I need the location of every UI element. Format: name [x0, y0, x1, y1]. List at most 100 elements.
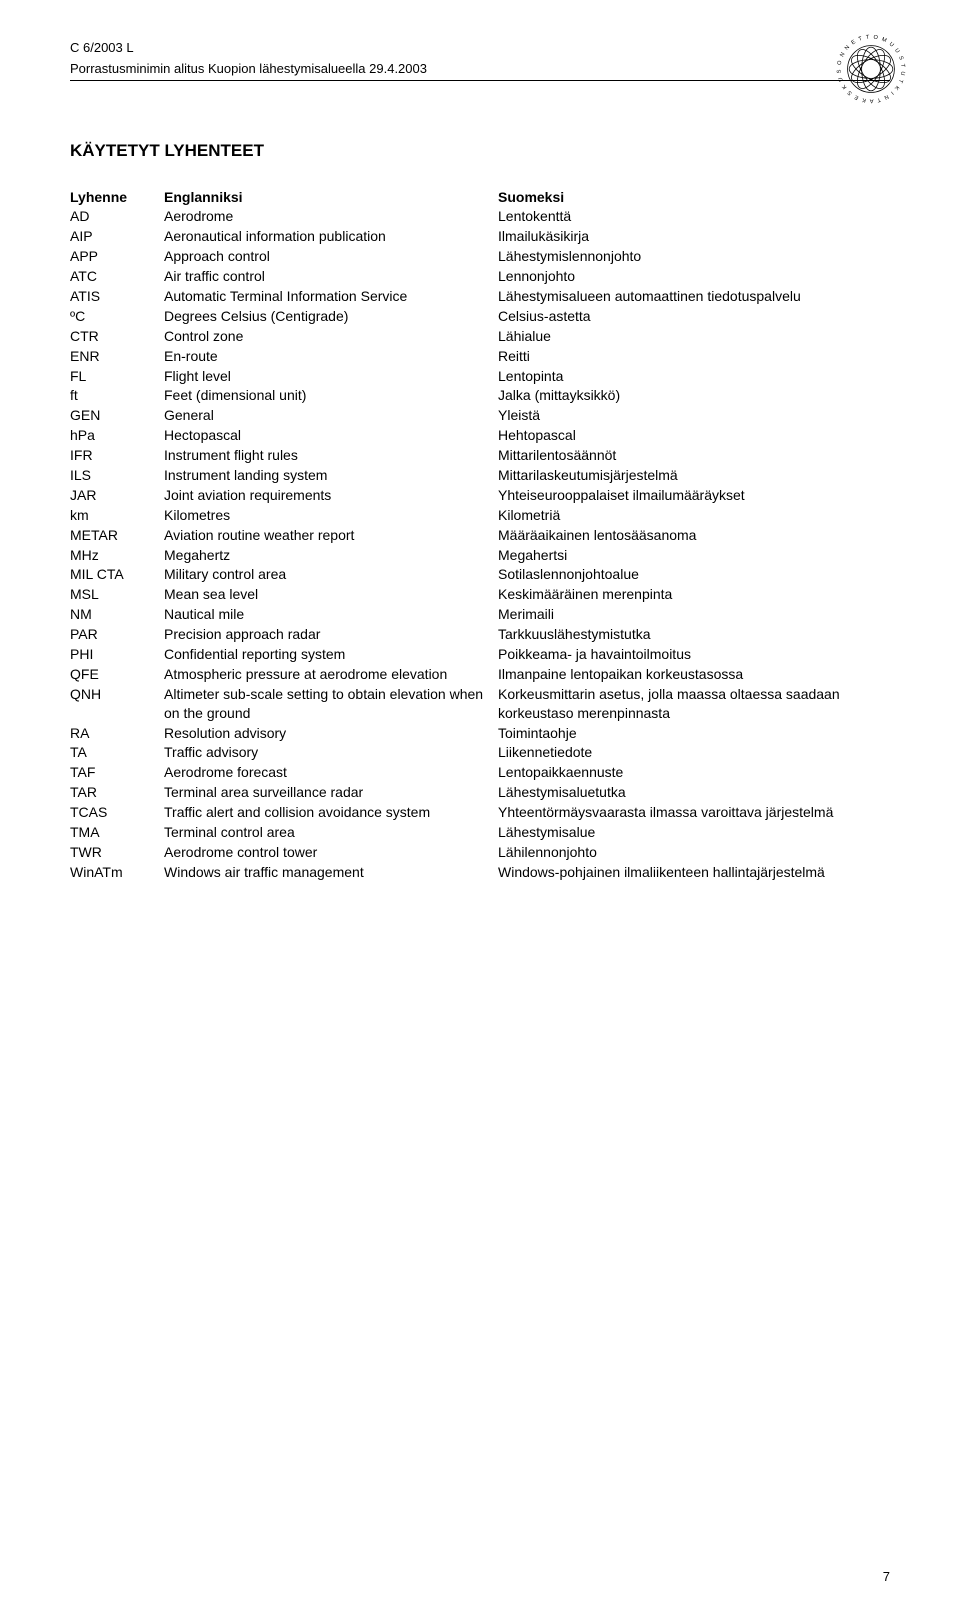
- cell: RA: [70, 723, 164, 743]
- cell: Lennonjohto: [498, 267, 890, 287]
- subtitle: Porrastusminimin alitus Kuopion lähestym…: [70, 61, 890, 81]
- cell: ft: [70, 386, 164, 406]
- cell: Ilmailukäsikirja: [498, 227, 890, 247]
- cell: MHz: [70, 545, 164, 565]
- cell: Lentokenttä: [498, 207, 890, 227]
- col-header-b: Englanniksi: [164, 187, 498, 207]
- cell: METAR: [70, 525, 164, 545]
- cell: TCAS: [70, 803, 164, 823]
- cell: Lähilennonjohto: [498, 842, 890, 862]
- table-row: WinATmWindows air traffic managementWind…: [70, 862, 890, 882]
- table-row: MSLMean sea levelKeskimääräinen merenpin…: [70, 585, 890, 605]
- table-row: PHIConfidential reporting systemPoikkeam…: [70, 644, 890, 664]
- table-row: METARAviation routine weather reportMäär…: [70, 525, 890, 545]
- logo-icon: O N N E T T O M U U S T U T K I N T A K …: [832, 30, 910, 108]
- cell: TA: [70, 743, 164, 763]
- cell: Toimintaohje: [498, 723, 890, 743]
- cell: TWR: [70, 842, 164, 862]
- cell: Sotilaslennonjohtoalue: [498, 565, 890, 585]
- table-row: TMATerminal control areaLähestymisalue: [70, 823, 890, 843]
- cell: General: [164, 406, 498, 426]
- cell: ATC: [70, 267, 164, 287]
- page: C 6/2003 L O N N E T T O M U U S T U T K…: [0, 0, 960, 1624]
- page-number: 7: [883, 1569, 890, 1584]
- cell: Jalka (mittayksikkö): [498, 386, 890, 406]
- cell: Lentopinta: [498, 366, 890, 386]
- cell: TMA: [70, 823, 164, 843]
- table-row: TWRAerodrome control towerLähilennonjoht…: [70, 842, 890, 862]
- table-row: TARTerminal area surveillance radarLähes…: [70, 783, 890, 803]
- cell: Aerodrome: [164, 207, 498, 227]
- table-row: QFEAtmospheric pressure at aerodrome ele…: [70, 664, 890, 684]
- cell: Windows-pohjainen ilmaliikenteen hallint…: [498, 862, 890, 882]
- cell: QFE: [70, 664, 164, 684]
- table-row: AIPAeronautical information publicationI…: [70, 227, 890, 247]
- table-row: ILSInstrument landing systemMittarilaske…: [70, 465, 890, 485]
- table-row: hPaHectopascalHehtopascal: [70, 426, 890, 446]
- cell: MSL: [70, 585, 164, 605]
- cell: Liikennetiedote: [498, 743, 890, 763]
- cell: MIL CTA: [70, 565, 164, 585]
- cell: GEN: [70, 406, 164, 426]
- cell: Keskimääräinen merenpinta: [498, 585, 890, 605]
- table-row: ENREn-routeReitti: [70, 346, 890, 366]
- cell: Traffic alert and collision avoidance sy…: [164, 803, 498, 823]
- table-header-row: Lyhenne Englanniksi Suomeksi: [70, 187, 890, 207]
- table-row: ATISAutomatic Terminal Information Servi…: [70, 286, 890, 306]
- cell: Automatic Terminal Information Service: [164, 286, 498, 306]
- cell: Tarkkuuslähestymistutka: [498, 625, 890, 645]
- cell: PAR: [70, 625, 164, 645]
- cell: Feet (dimensional unit): [164, 386, 498, 406]
- cell: Mittarilentosäännöt: [498, 446, 890, 466]
- cell: Hehtopascal: [498, 426, 890, 446]
- cell: Celsius-astetta: [498, 306, 890, 326]
- cell: TAF: [70, 763, 164, 783]
- table-row: RAResolution advisoryToimintaohje: [70, 723, 890, 743]
- cell: Lähestymisalue: [498, 823, 890, 843]
- cell: TAR: [70, 783, 164, 803]
- table-row: MHzMegahertzMegahertsi: [70, 545, 890, 565]
- table-row: kmKilometresKilometriä: [70, 505, 890, 525]
- cell: Mittarilaskeutumisjärjestelmä: [498, 465, 890, 485]
- cell: Lähestymislennonjohto: [498, 247, 890, 267]
- cell: Lentopaikkaennuste: [498, 763, 890, 783]
- cell: CTR: [70, 326, 164, 346]
- cell: NM: [70, 605, 164, 625]
- cell: AD: [70, 207, 164, 227]
- cell: Nautical mile: [164, 605, 498, 625]
- cell: km: [70, 505, 164, 525]
- table-row: TCASTraffic alert and collision avoidanc…: [70, 803, 890, 823]
- cell: Reitti: [498, 346, 890, 366]
- col-header-c: Suomeksi: [498, 187, 890, 207]
- cell: QNH: [70, 684, 164, 723]
- cell: Megahertz: [164, 545, 498, 565]
- cell: Yleistä: [498, 406, 890, 426]
- table-row: JARJoint aviation requirementsYhteiseuro…: [70, 485, 890, 505]
- cell: Terminal control area: [164, 823, 498, 843]
- cell: Instrument landing system: [164, 465, 498, 485]
- table-row: ADAerodromeLentokenttä: [70, 207, 890, 227]
- cell: PHI: [70, 644, 164, 664]
- cell: Control zone: [164, 326, 498, 346]
- table-row: GENGeneralYleistä: [70, 406, 890, 426]
- cell: WinATm: [70, 862, 164, 882]
- table-row: ftFeet (dimensional unit)Jalka (mittayks…: [70, 386, 890, 406]
- cell: Yhteentörmäysvaarasta ilmassa varoittava…: [498, 803, 890, 823]
- cell: Aerodrome forecast: [164, 763, 498, 783]
- cell: Atmospheric pressure at aerodrome elevat…: [164, 664, 498, 684]
- cell: Ilmanpaine lentopaikan korkeustasossa: [498, 664, 890, 684]
- table-row: TAFAerodrome forecastLentopaikkaennuste: [70, 763, 890, 783]
- table-row: APPApproach controlLähestymislennonjohto: [70, 247, 890, 267]
- cell: Instrument flight rules: [164, 446, 498, 466]
- cell: hPa: [70, 426, 164, 446]
- cell: Air traffic control: [164, 267, 498, 287]
- cell: Aeronautical information publication: [164, 227, 498, 247]
- cell: Joint aviation requirements: [164, 485, 498, 505]
- cell: Military control area: [164, 565, 498, 585]
- table-row: MIL CTAMilitary control areaSotilaslenno…: [70, 565, 890, 585]
- cell: AIP: [70, 227, 164, 247]
- cell: Windows air traffic management: [164, 862, 498, 882]
- cell: Määräaikainen lentosääsanoma: [498, 525, 890, 545]
- abbreviations-table: Lyhenne Englanniksi Suomeksi ADAerodrome…: [70, 187, 890, 882]
- cell: Yhteiseurooppalaiset ilmailumääräykset: [498, 485, 890, 505]
